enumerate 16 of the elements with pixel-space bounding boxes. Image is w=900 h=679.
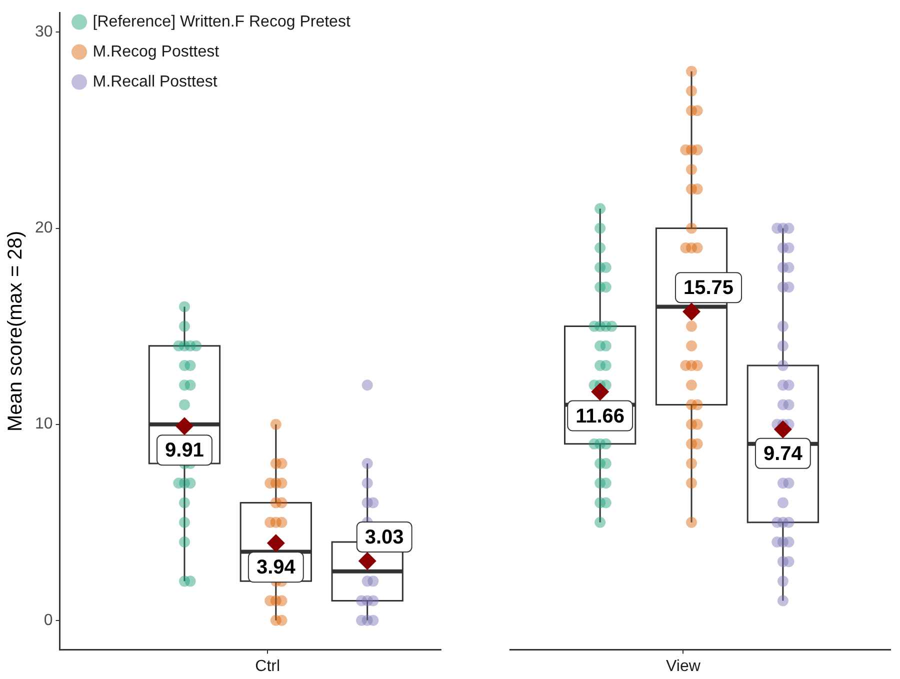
- data-label: 3.94: [256, 556, 296, 579]
- x-tick-label: Ctrl: [255, 658, 280, 675]
- y-axis-title: Mean score(max = 28): [4, 230, 27, 432]
- legend-label: M.Recall Posttest: [92, 73, 218, 90]
- x-tick-label: View: [666, 658, 701, 675]
- y-tick-label: 20: [35, 220, 53, 237]
- y-tick-label: 0: [44, 612, 53, 629]
- data-label: 9.74: [763, 442, 804, 465]
- data-label: 9.91: [165, 440, 204, 462]
- data-label: 3.03: [364, 526, 404, 548]
- y-tick-label: 30: [35, 24, 53, 41]
- data-label: 15.75: [683, 277, 734, 300]
- legend-label: [Reference] Written.F Recog Pretest: [92, 13, 351, 30]
- y-tick-label: 10: [35, 416, 53, 433]
- legend-label: M.Recog Posttest: [92, 43, 220, 60]
- data-label: 11.66: [576, 405, 625, 428]
